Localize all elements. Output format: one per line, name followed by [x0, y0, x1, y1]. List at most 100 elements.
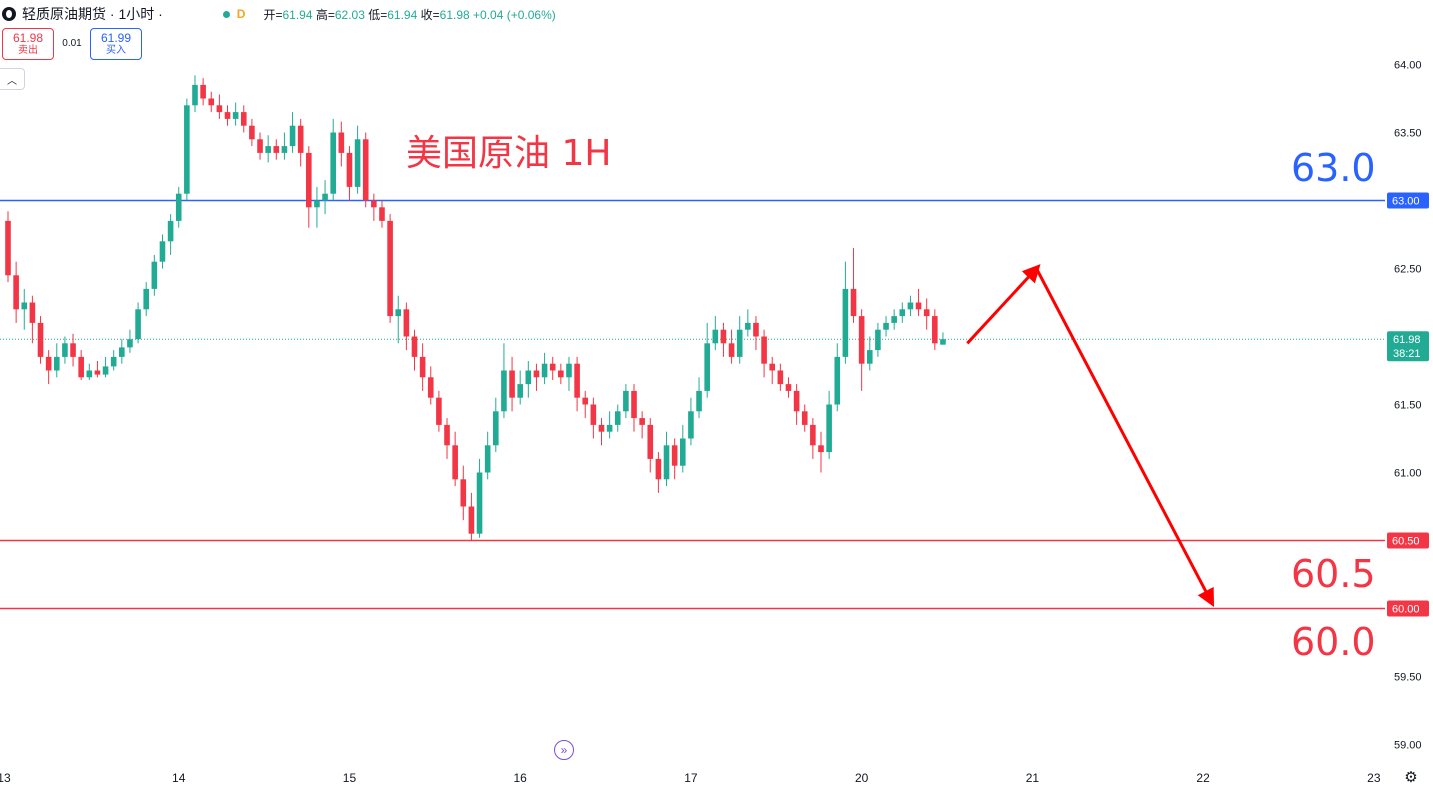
candle-body	[558, 370, 564, 378]
horizontal-lines	[0, 199, 1385, 610]
candle-body	[21, 302, 28, 310]
low-label: 低=	[368, 7, 388, 22]
price-tick-label: 61.50	[1394, 400, 1422, 412]
level-label-63[interactable]: 63.0	[1291, 146, 1376, 190]
candle-body	[834, 356, 841, 405]
candle-body	[923, 309, 930, 317]
level-label-60[interactable]: 60.0	[1291, 620, 1376, 664]
open-value: 61.94	[282, 7, 313, 22]
time-tick-label: 15	[343, 771, 357, 785]
candle-body	[249, 125, 255, 140]
candle-body	[598, 424, 605, 432]
candle-body	[549, 363, 556, 371]
candle-body	[476, 472, 483, 534]
buy-price: 61.99	[100, 31, 132, 45]
close-label: 收=	[420, 7, 440, 22]
candle-body	[736, 329, 743, 357]
go-to-realtime-button[interactable]: »	[554, 740, 574, 760]
candle-body	[110, 356, 117, 367]
candle-body	[745, 322, 751, 330]
candle-body	[793, 390, 800, 412]
candle-body	[232, 112, 239, 119]
candle-body	[338, 132, 345, 153]
candle-body	[192, 84, 198, 106]
candle-body	[883, 322, 889, 330]
candle-body	[346, 152, 353, 187]
time-tick-label: 21	[1026, 771, 1040, 785]
delayed-badge: D	[236, 7, 246, 21]
buy-button[interactable]: 61.99 买入	[90, 28, 142, 60]
candle-body	[509, 370, 515, 398]
candle-body	[387, 220, 393, 317]
sell-button[interactable]: 61.98 卖出	[2, 28, 54, 60]
collapse-legend-button[interactable]: ︿	[0, 68, 25, 90]
symbol-title[interactable]: 轻质原油期货 · 1小时 ·	[22, 6, 163, 22]
candle-body	[623, 390, 629, 412]
candle-body	[135, 309, 141, 340]
candle-body	[362, 139, 369, 201]
last-price-label: 61.98	[1393, 334, 1421, 346]
symbol-logo-icon	[2, 7, 16, 21]
candle-body	[606, 424, 613, 432]
price-tick-label: 63.50	[1394, 128, 1422, 140]
candle-body	[411, 336, 418, 357]
candle-body	[167, 220, 174, 242]
candle-body	[533, 370, 540, 378]
candle-body	[655, 458, 662, 480]
candle-body	[175, 193, 182, 221]
chart-annotation-title[interactable]: 美国原油 1H	[406, 133, 612, 174]
time-tick-label: 14	[172, 771, 186, 785]
price-tick-label: 59.50	[1394, 672, 1422, 684]
candle-body	[444, 424, 450, 446]
time-tick-label: 22	[1196, 771, 1210, 785]
candle-body	[679, 438, 686, 466]
candle-body	[273, 146, 280, 153]
time-tick-label: 13	[0, 771, 11, 785]
candle-body	[322, 193, 328, 201]
candle-body	[452, 445, 458, 480]
candle-body	[712, 329, 719, 344]
time-tick-label: 17	[684, 771, 698, 785]
candle-body	[875, 329, 881, 351]
candle-body	[501, 370, 507, 412]
down-projection-arrow	[1035, 267, 1215, 608]
candle-body	[484, 445, 491, 473]
candle-body	[371, 200, 377, 208]
candle-body	[590, 404, 597, 425]
candle-body	[330, 132, 336, 194]
candle-body	[891, 316, 897, 323]
candle-body	[184, 105, 190, 194]
candle-body	[224, 112, 231, 119]
candle-body	[306, 152, 312, 208]
candle-body	[5, 220, 11, 276]
candle-body	[842, 288, 849, 357]
candle-body	[436, 397, 442, 425]
high-value: 62.03	[334, 7, 365, 22]
countdown-label: 38:21	[1393, 348, 1421, 360]
market-status[interactable]: D	[222, 7, 246, 21]
level-label-60-5[interactable]: 60.5	[1291, 552, 1376, 596]
candle-body	[826, 404, 832, 453]
candle-body	[151, 261, 158, 289]
candle-body	[265, 146, 271, 153]
last-price-tag	[1387, 331, 1429, 362]
candle-body	[631, 390, 637, 419]
candle-body	[127, 339, 133, 348]
candle-body	[86, 370, 93, 378]
candle-body	[102, 366, 109, 375]
candle-body	[37, 322, 44, 357]
settings-gear-icon[interactable]: ⚙	[1404, 769, 1418, 786]
candle-body	[419, 356, 426, 378]
time-tick-label: 23	[1367, 771, 1381, 785]
chart-header: 轻质原油期货 · 1小时 · D 开=61.94 高=62.03 低=61.94…	[0, 0, 556, 28]
candle-body	[899, 309, 906, 317]
candle-body	[314, 200, 320, 208]
candle-body	[663, 445, 670, 480]
candle-body	[297, 125, 304, 153]
candle-body	[761, 336, 767, 364]
candle-body	[866, 350, 873, 364]
candle-body	[468, 506, 475, 534]
candles	[5, 75, 946, 541]
candle-body	[240, 112, 247, 126]
